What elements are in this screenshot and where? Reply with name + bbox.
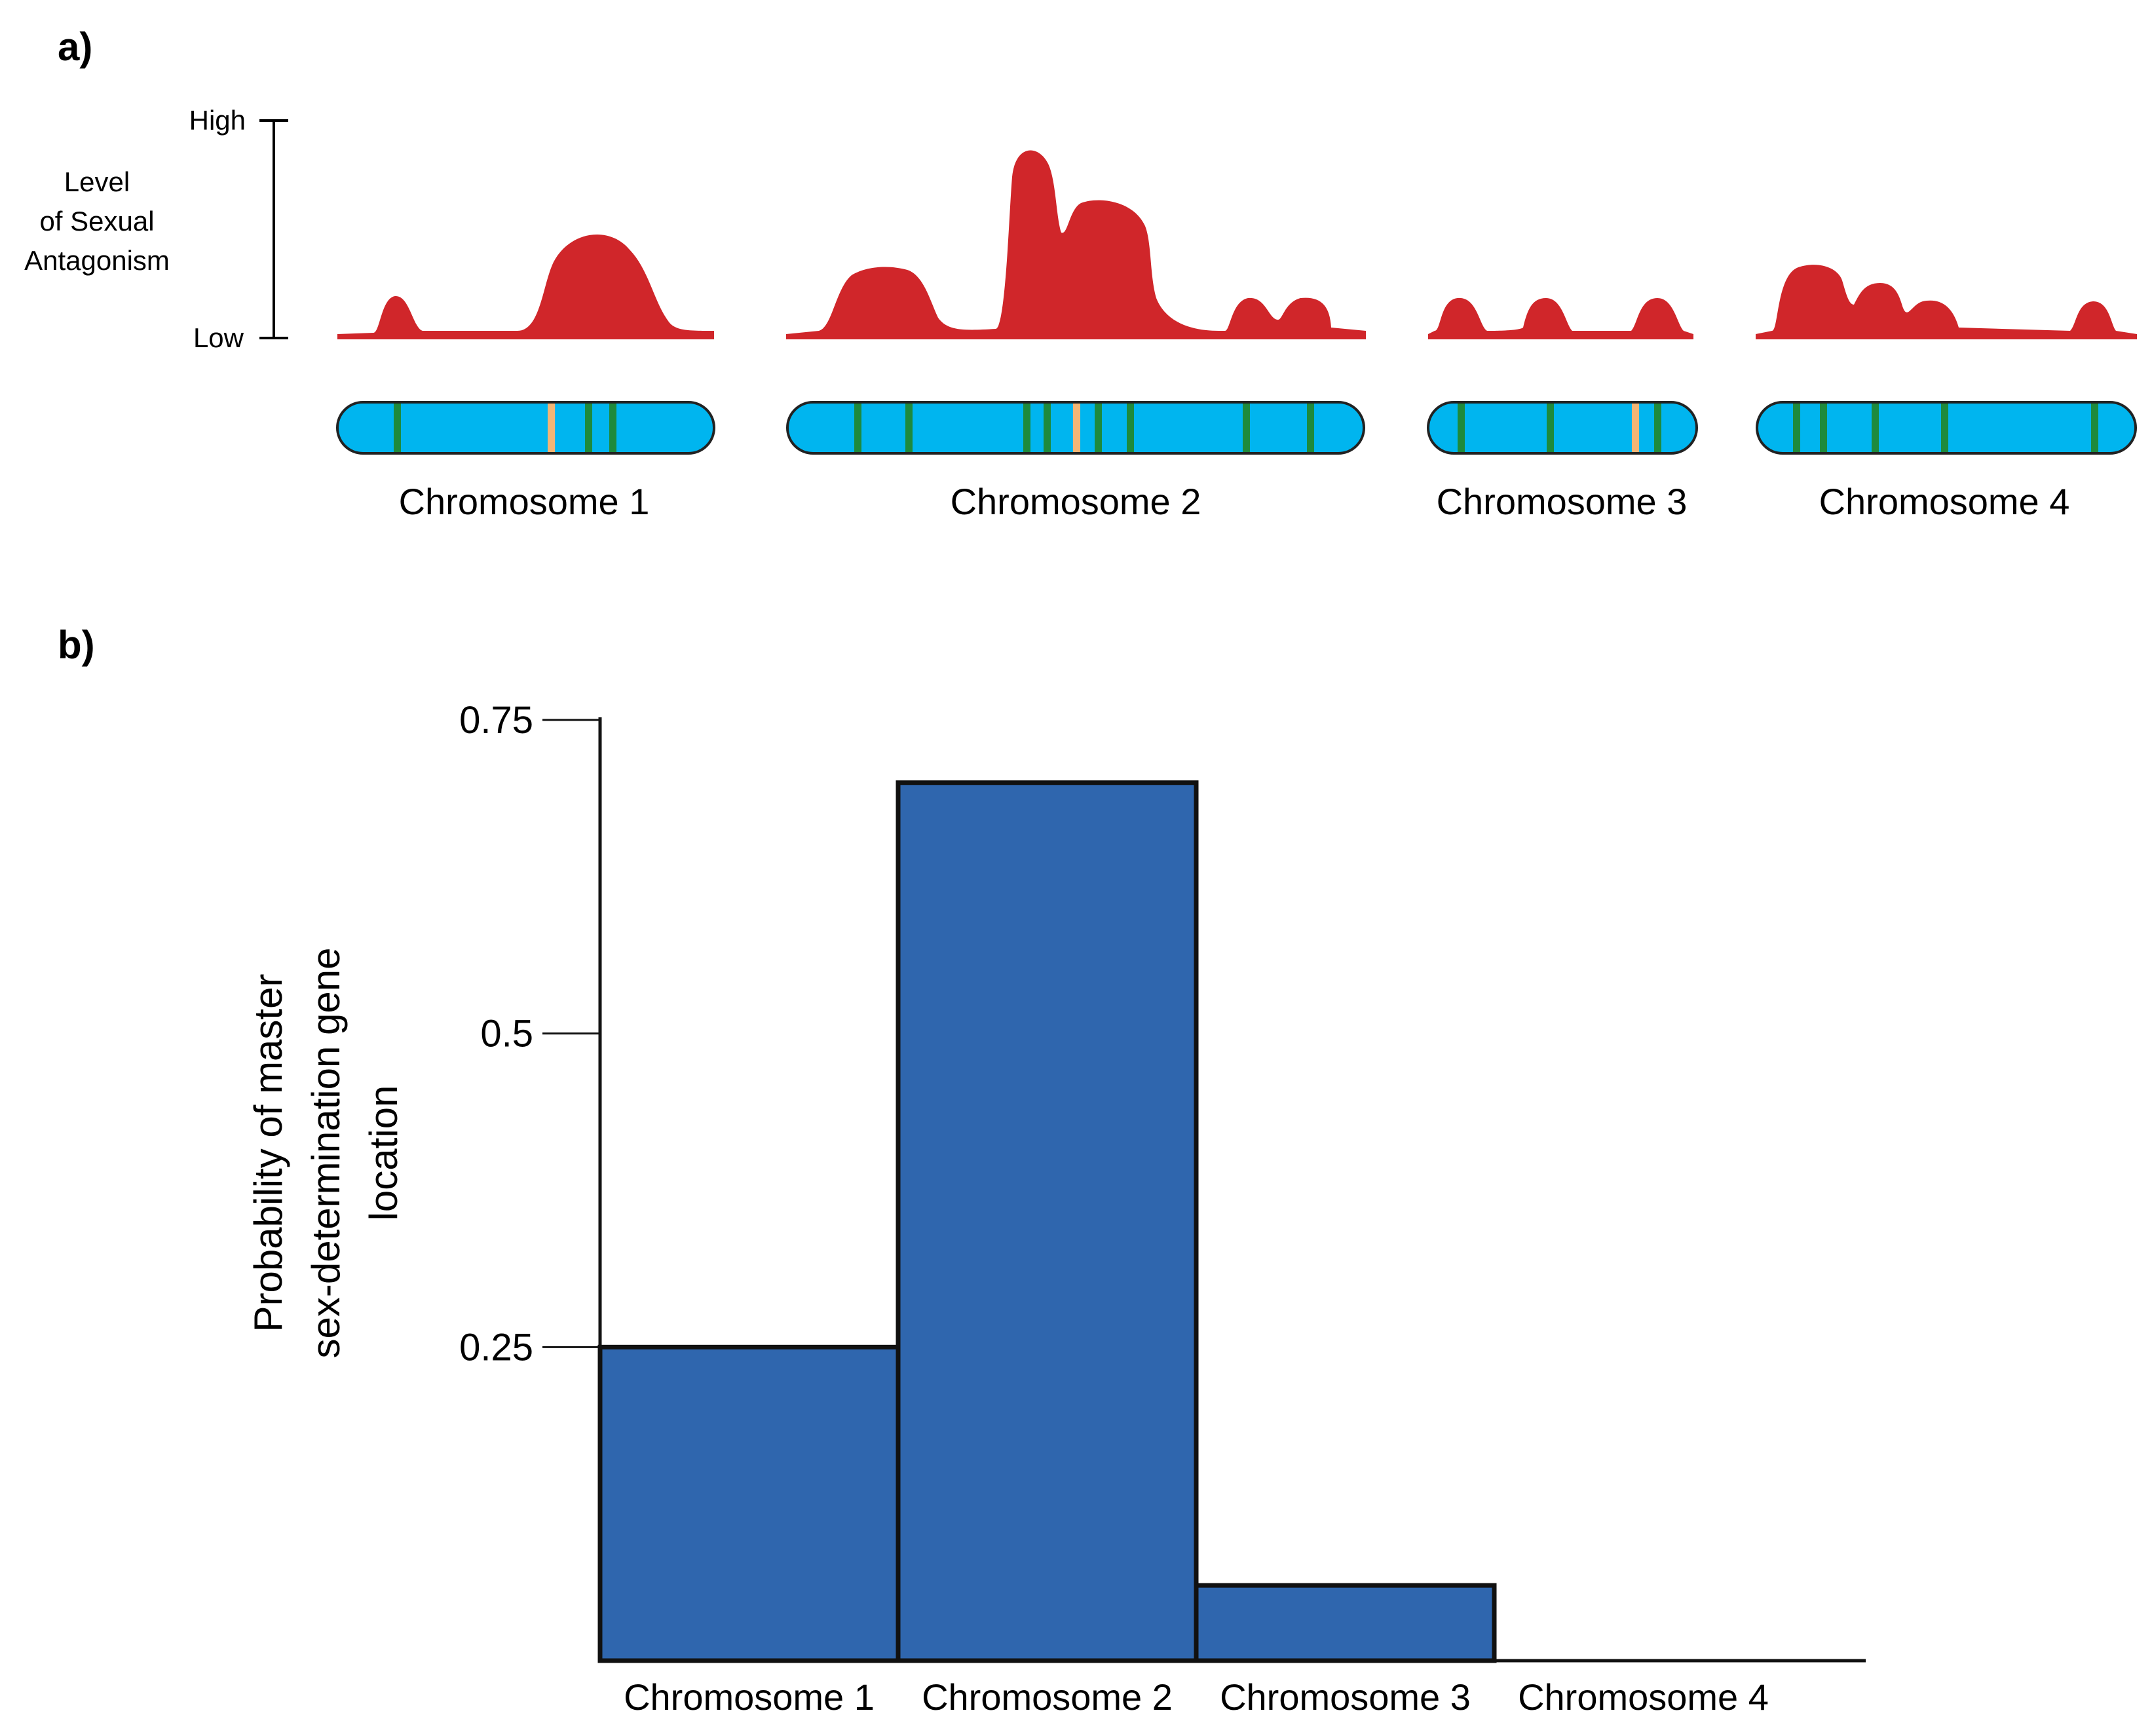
chromosome-2-marker (1127, 404, 1134, 452)
chromosome-4-marker (1793, 404, 1800, 452)
chromosome-3-marker-highlight (1632, 404, 1639, 452)
chromosome-4-marker (1941, 404, 1948, 452)
chromosome-2-marker (1307, 404, 1314, 452)
antagonism-profile-chromosome-2 (786, 150, 1366, 339)
bar-chromosome-3 (1194, 1583, 1497, 1663)
chromosome-2-marker (1095, 404, 1102, 452)
chromosome-2-marker (905, 404, 913, 452)
panel-a-label: a) (58, 25, 92, 69)
chromosome-3-label: Chromosome 3 (1437, 481, 1688, 522)
chromosome-1-label: Chromosome 1 (399, 481, 650, 522)
chromosome-2-marker (1023, 404, 1030, 452)
chromosome-2-marker (854, 404, 861, 452)
y-axis-title-line-1: Probability of master (246, 974, 290, 1332)
antagonism-profiles (337, 150, 2137, 339)
chromosome-4-diagram: Chromosome 4 (1756, 401, 2137, 522)
chromosome-2-marker (1044, 404, 1051, 452)
chromosome-1-marker (609, 404, 616, 452)
x-tick-label: Chromosome 3 (1220, 1676, 1471, 1718)
chromosome-3-marker (1654, 404, 1661, 452)
axis-title-line-1: Level (64, 166, 130, 197)
antagonism-axis: High Low Level of Sexual Antagonism (24, 105, 288, 353)
chromosome-1-marker-highlight (548, 404, 555, 452)
y-tick-label: 0.5 (480, 1013, 533, 1055)
x-tick-label: Chromosome 1 (624, 1676, 875, 1718)
chromosome-4-marker (2091, 404, 2098, 452)
axis-title-line-3: Antagonism (24, 245, 170, 276)
chromosome-2-marker-highlight (1073, 404, 1080, 452)
chromosome-diagrams: Chromosome 1 Chromosome 2 Chromosome 3 (336, 401, 2137, 522)
panel-b-label: b) (58, 623, 95, 667)
probability-bar-chart: Probability of master sex-determination … (246, 699, 1866, 1718)
chromosome-3-diagram: Chromosome 3 (1427, 401, 1698, 522)
bar-chromosome-1 (597, 1344, 901, 1663)
antagonism-profile-chromosome-1 (337, 235, 714, 339)
chromosome-2-marker (1243, 404, 1250, 452)
axis-high-label: High (189, 105, 246, 136)
antagonism-profile-chromosome-4 (1756, 265, 2137, 339)
chromosome-2-label: Chromosome 2 (951, 481, 1201, 522)
chromosome-3-marker (1547, 404, 1554, 452)
axis-title-line-2: of Sexual (39, 206, 154, 236)
chromosome-1-marker (585, 404, 592, 452)
chromosome-4-label: Chromosome 4 (1819, 481, 2070, 522)
chromosome-3-marker (1458, 404, 1465, 452)
y-tick-label: 0.25 (459, 1326, 533, 1368)
y-axis-title-line-3: location (362, 1085, 406, 1221)
chromosome-1-marker (394, 404, 401, 452)
axis-low-label: Low (193, 322, 244, 353)
chromosome-1-body (336, 401, 715, 455)
chromosome-4-marker (1820, 404, 1827, 452)
y-axis-title-line-2: sex-determination gene (304, 947, 348, 1358)
bar-chromosome-2 (896, 780, 1199, 1663)
chromosome-2-diagram: Chromosome 2 (786, 401, 1365, 522)
chromosome-1-diagram: Chromosome 1 (336, 401, 715, 522)
chromosome-3-body (1427, 401, 1698, 455)
x-tick-label: Chromosome 2 (922, 1676, 1173, 1718)
x-tick-label: Chromosome 4 (1518, 1676, 1769, 1718)
antagonism-profile-chromosome-3 (1428, 297, 1693, 339)
chromosome-4-marker (1872, 404, 1879, 452)
y-tick-label: 0.75 (459, 699, 533, 742)
